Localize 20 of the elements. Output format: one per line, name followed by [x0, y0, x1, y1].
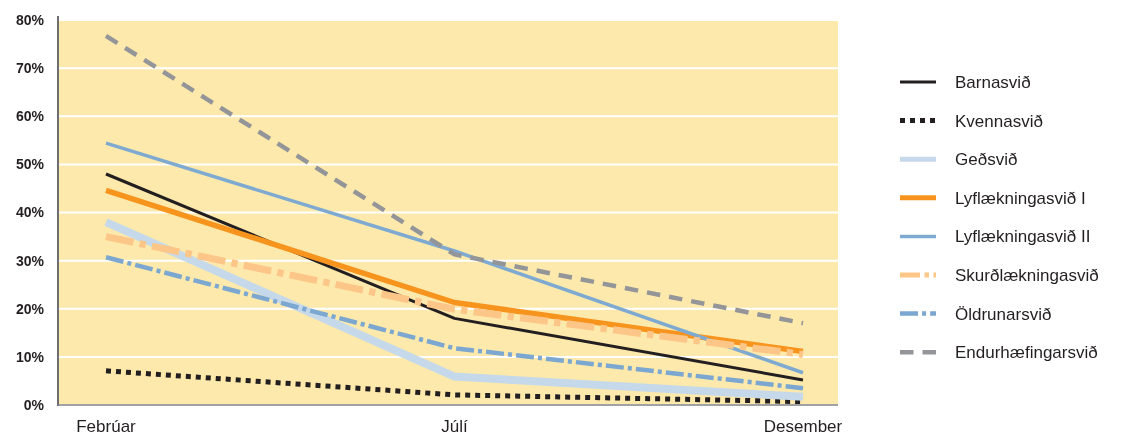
legend-label: Geðsvið	[955, 150, 1018, 170]
legend-label: Endurhæfingarsvið	[955, 343, 1098, 363]
y-tick-label: 20%	[15, 300, 45, 317]
y-tick-label: 70%	[15, 60, 45, 77]
legend-label: Lyflækningasvið II	[955, 227, 1091, 247]
y-tick-label: 60%	[15, 108, 45, 125]
y-tick-label: 40%	[15, 204, 45, 221]
legend-label: Barnasvið	[955, 72, 1031, 92]
x-tick-label: Júlí	[441, 417, 468, 436]
y-tick-label: 80%	[15, 11, 45, 28]
legend-label: Lyflækningasvið I	[955, 188, 1086, 208]
y-tick-label: 50%	[15, 156, 45, 173]
y-tick-label: 0%	[23, 396, 45, 413]
x-tick-label: Febrúar	[76, 417, 137, 436]
x-tick-label: Desember	[763, 417, 843, 436]
legend-label: Skurðlækningasvið	[955, 265, 1099, 285]
legend-label: Kvennasvið	[955, 111, 1043, 131]
y-tick-label: 10%	[15, 348, 45, 365]
legend-label: Öldrunarsvið	[955, 304, 1052, 324]
y-tick-label: 30%	[15, 252, 45, 269]
